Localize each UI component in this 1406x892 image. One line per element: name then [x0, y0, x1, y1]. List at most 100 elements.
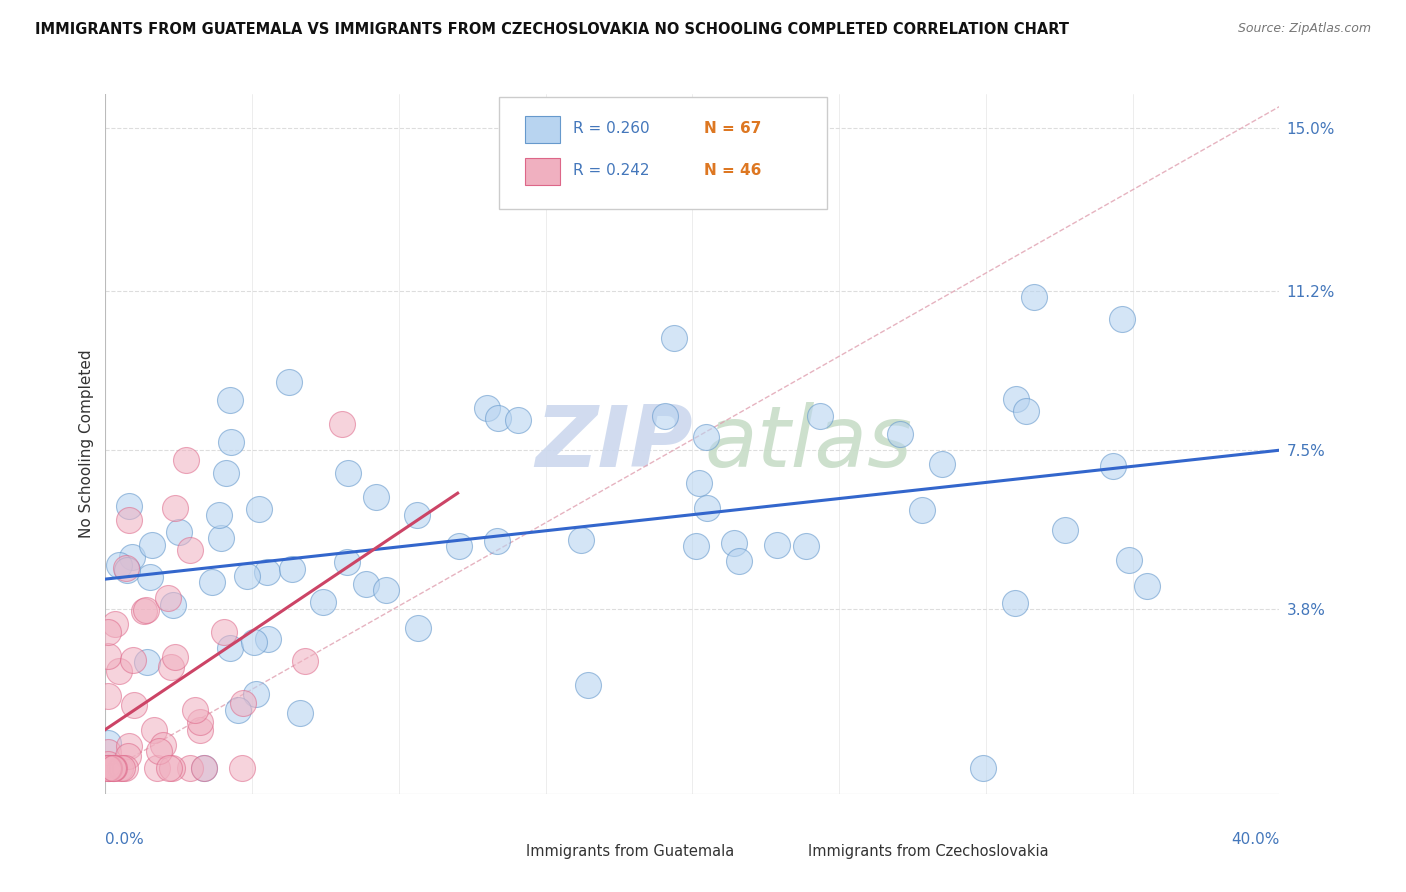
- Point: [486, 411, 509, 425]
- Point: [1136, 579, 1159, 593]
- Point: [569, 533, 592, 547]
- Text: Immigrants from Guatemala: Immigrants from Guatemala: [526, 845, 734, 860]
- Point: [108, 761, 131, 775]
- Point: [889, 426, 911, 441]
- Point: [160, 660, 183, 674]
- Point: [1111, 312, 1133, 326]
- Point: [354, 577, 377, 591]
- Point: [165, 649, 187, 664]
- FancyBboxPatch shape: [494, 843, 519, 863]
- Point: [330, 417, 353, 431]
- Point: [107, 558, 129, 573]
- Point: [114, 761, 136, 775]
- Point: [162, 598, 184, 612]
- Point: [1004, 596, 1026, 610]
- Point: [972, 761, 994, 775]
- Point: [366, 491, 388, 505]
- Point: [256, 565, 278, 579]
- Point: [103, 761, 125, 775]
- Point: [101, 761, 124, 775]
- Text: R = 0.260: R = 0.260: [572, 121, 650, 136]
- Point: [215, 467, 238, 481]
- FancyBboxPatch shape: [775, 843, 800, 863]
- Point: [794, 539, 817, 553]
- Point: [375, 583, 398, 598]
- Point: [477, 401, 499, 415]
- Point: [256, 632, 278, 646]
- Point: [506, 413, 529, 427]
- Point: [104, 616, 127, 631]
- Point: [728, 554, 751, 568]
- Point: [336, 466, 359, 480]
- Point: [118, 739, 141, 753]
- Point: [157, 591, 180, 605]
- Point: [111, 761, 134, 775]
- Point: [188, 723, 211, 738]
- Point: [931, 457, 953, 471]
- Point: [212, 625, 235, 640]
- Point: [132, 604, 155, 618]
- Point: [179, 761, 201, 775]
- Point: [688, 475, 710, 490]
- Y-axis label: No Schooling Completed: No Schooling Completed: [79, 350, 94, 538]
- Point: [245, 687, 267, 701]
- Point: [136, 656, 159, 670]
- Point: [281, 562, 304, 576]
- Point: [101, 761, 124, 775]
- Point: [118, 499, 141, 513]
- Point: [406, 508, 429, 522]
- Point: [209, 531, 232, 545]
- Point: [117, 748, 139, 763]
- Point: [219, 641, 242, 656]
- Point: [808, 409, 831, 424]
- Point: [108, 665, 131, 679]
- Point: [160, 761, 183, 775]
- Point: [219, 434, 242, 449]
- Text: 0.0%: 0.0%: [105, 832, 145, 847]
- Point: [124, 698, 146, 712]
- Point: [157, 761, 180, 775]
- FancyBboxPatch shape: [524, 158, 560, 185]
- Text: N = 46: N = 46: [704, 163, 762, 178]
- Point: [122, 652, 145, 666]
- Point: [97, 745, 120, 759]
- Point: [486, 534, 509, 549]
- Point: [247, 502, 270, 516]
- Point: [97, 761, 120, 775]
- Point: [1118, 553, 1140, 567]
- Point: [97, 756, 120, 771]
- Point: [97, 761, 120, 775]
- Point: [449, 539, 471, 553]
- Point: [294, 654, 316, 668]
- Point: [97, 736, 120, 750]
- Point: [290, 706, 312, 720]
- FancyBboxPatch shape: [499, 97, 828, 210]
- Point: [139, 570, 162, 584]
- Point: [1015, 404, 1038, 418]
- Point: [312, 595, 335, 609]
- Point: [148, 744, 170, 758]
- Point: [654, 409, 676, 424]
- Point: [695, 430, 717, 444]
- Point: [121, 550, 143, 565]
- Text: N = 67: N = 67: [704, 121, 762, 136]
- Point: [201, 575, 224, 590]
- Point: [911, 502, 934, 516]
- Text: 40.0%: 40.0%: [1232, 832, 1279, 847]
- Point: [218, 393, 240, 408]
- Point: [169, 525, 191, 540]
- Point: [243, 634, 266, 648]
- Point: [188, 714, 211, 729]
- Point: [135, 603, 157, 617]
- Point: [179, 543, 201, 558]
- Point: [183, 703, 205, 717]
- Text: IMMIGRANTS FROM GUATEMALA VS IMMIGRANTS FROM CZECHOSLOVAKIA NO SCHOOLING COMPLET: IMMIGRANTS FROM GUATEMALA VS IMMIGRANTS …: [35, 22, 1069, 37]
- Point: [685, 539, 707, 553]
- FancyBboxPatch shape: [524, 116, 560, 143]
- Point: [115, 561, 138, 575]
- Point: [664, 331, 686, 345]
- Point: [576, 677, 599, 691]
- Point: [193, 761, 215, 775]
- Point: [208, 508, 231, 522]
- Point: [97, 624, 120, 639]
